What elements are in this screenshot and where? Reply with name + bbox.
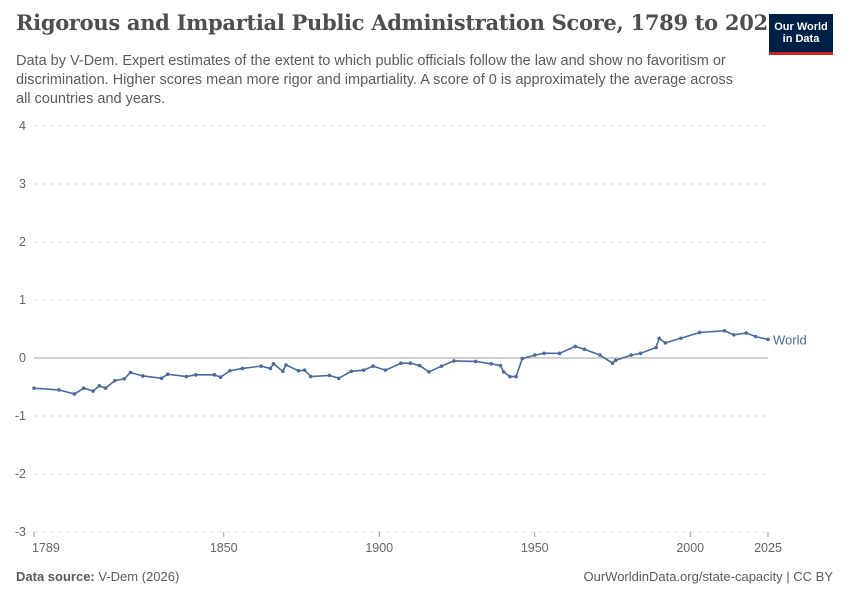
x-tick-label: 2000 [676,541,704,555]
data-point [663,341,668,345]
data-point [259,364,263,368]
y-tick-label: 0 [19,351,26,365]
data-point [281,369,285,374]
data-point [327,373,332,378]
data-point [361,368,366,372]
data-point [228,368,232,373]
data-point [72,392,77,396]
data-point [489,362,493,366]
data-point [212,373,217,377]
data-point [638,351,643,356]
data-point [159,376,164,381]
data-point [193,373,198,377]
data-point [753,334,758,339]
source-link[interactable]: V-Dem (2026) [98,569,180,584]
data-point [97,384,102,388]
data-point [218,375,223,379]
logo-line-1: Our World [774,21,828,33]
data-point [383,368,388,372]
data-point [508,374,512,379]
data-point [240,366,245,371]
y-tick-label: 4 [19,119,26,133]
data-point [514,374,518,379]
data-point [309,374,313,379]
chart-subtitle: Data by V-Dem. Expert estimates of the e… [16,53,733,107]
logo-line-2: in Data [782,33,820,45]
data-point [271,362,276,366]
chart-title: Rigorous and Impartial Public Administra… [16,10,783,35]
data-point [520,356,525,361]
x-tick-label: 1900 [365,541,393,555]
data-point [557,351,562,356]
data-point [613,358,618,363]
data-point [766,337,770,342]
data-point [184,374,189,379]
data-point [654,345,658,350]
data-point [697,330,702,335]
data-point [573,344,577,349]
data-point [284,363,288,367]
data-point [679,336,683,341]
data-point [452,359,456,363]
data-point [371,364,375,368]
source-label: Data source: [16,569,95,584]
y-tick-label: 2 [19,235,26,249]
data-point [103,386,108,390]
data-point [439,364,444,368]
data-point [113,378,117,383]
data-point [629,353,633,357]
x-tick-label: 2025 [754,541,782,555]
data-point [91,389,95,393]
data-point [542,351,546,356]
data-source: Data source: V-Dem (2026) [16,569,179,584]
x-tick-label: 1850 [210,541,238,555]
data-point [32,386,36,390]
y-tick-label: 3 [19,177,26,191]
data-point [473,359,478,364]
data-point [744,331,749,335]
data-point [657,336,661,341]
data-point [81,386,86,390]
data-point [57,388,61,392]
data-point [610,361,615,366]
y-tick-label: -1 [15,409,26,423]
data-point [349,369,354,374]
data-point [427,370,431,374]
data-point [408,361,413,366]
data-point [296,368,301,373]
data-point [399,361,403,366]
data-point [501,370,506,374]
data-point [165,372,170,377]
data-point [122,377,126,381]
data-point [268,366,273,371]
x-tick-label: 1950 [521,541,549,555]
data-point [417,363,422,368]
data-point [722,328,727,333]
url-license[interactable]: OurWorldinData.org/state-capacity | CC B… [583,569,833,584]
data-point [336,376,341,381]
data-point [532,353,537,357]
data-point [582,347,587,352]
data-point [302,368,307,372]
x-tick-label: 1789 [32,541,60,555]
data-point [141,374,145,378]
owid-logo[interactable]: Our World in Data [769,14,833,55]
series-label[interactable]: World [773,332,807,347]
y-tick-label: -2 [15,467,26,481]
data-point [128,370,133,375]
data-point [731,333,736,337]
y-tick-label: -3 [15,525,26,539]
data-point [498,363,503,368]
data-point [598,353,602,357]
y-tick-label: 1 [19,293,26,307]
